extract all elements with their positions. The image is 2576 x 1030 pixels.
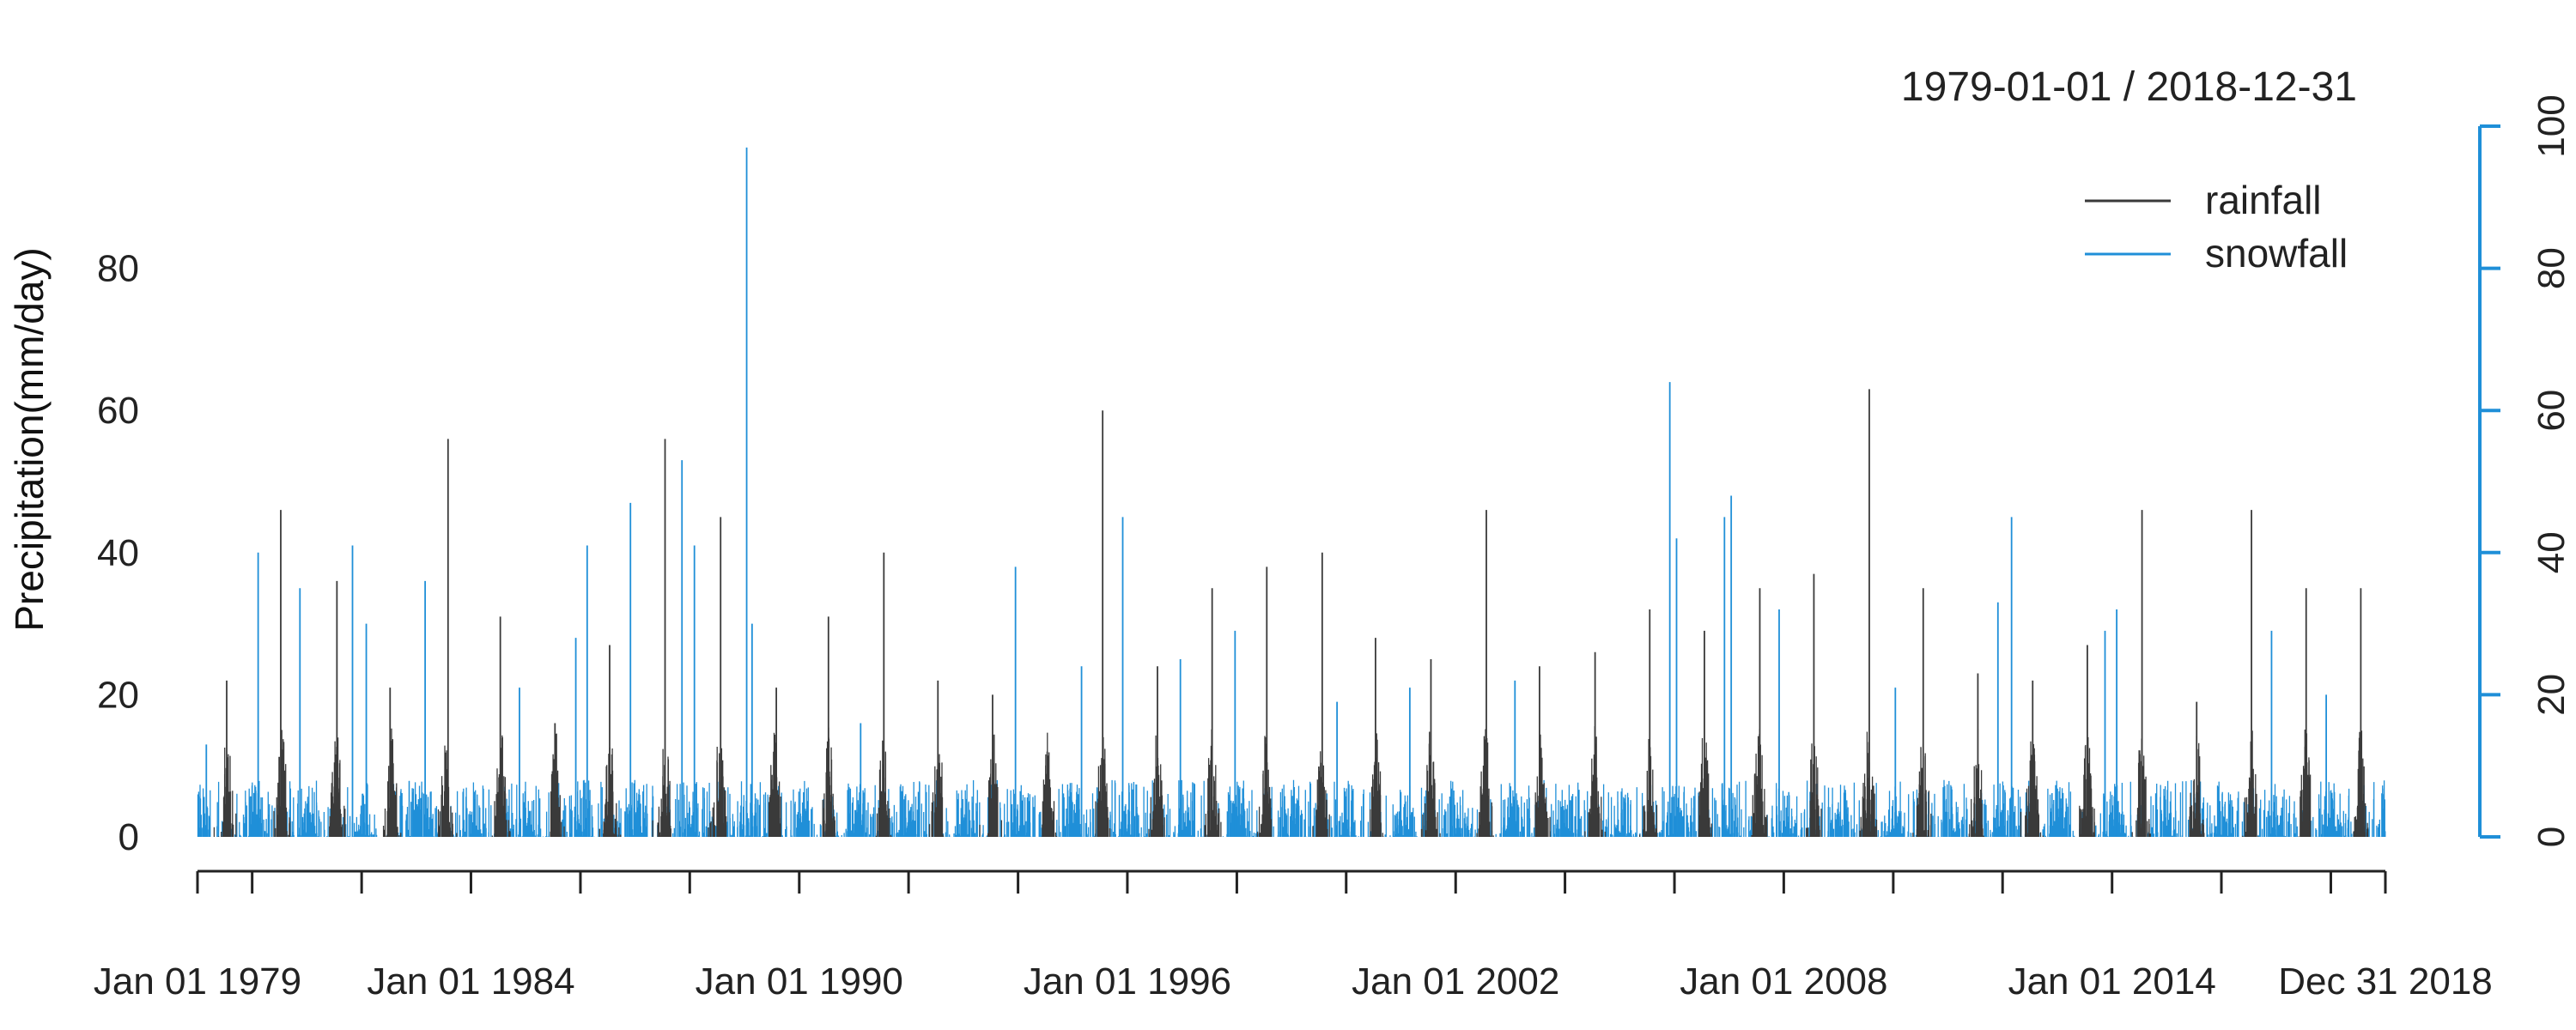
right-y-tick-label: 60 <box>2530 390 2573 432</box>
left-y-tick-label: 40 <box>97 532 139 574</box>
right-y-tick-label: 0 <box>2530 827 2573 847</box>
left-y-tick-label: 60 <box>97 390 139 432</box>
x-tick-label: Jan 01 2002 <box>1352 960 1559 1003</box>
legend-rainfall-label: rainfall <box>2205 178 2322 222</box>
x-tick-label: Jan 01 1979 <box>94 960 301 1003</box>
left-y-axis: 0 20 40 60 80 <box>97 248 139 858</box>
x-tick-label: Dec 31 2018 <box>2278 960 2493 1003</box>
right-y-tick-label: 20 <box>2530 674 2573 716</box>
right-y-axis: 0 20 40 60 80 100 <box>2478 94 2573 847</box>
left-y-tick-label: 80 <box>97 248 139 290</box>
snowfall-daily-bars <box>197 779 2386 837</box>
x-tick-label: Jan 01 1990 <box>696 960 903 1003</box>
legend-snowfall-label: snowfall <box>2205 231 2348 276</box>
right-y-tick-label: 80 <box>2530 247 2573 289</box>
series-rainfall <box>213 389 2369 837</box>
series-snowfall <box>197 147 2386 837</box>
right-y-tick-label: 40 <box>2530 531 2573 573</box>
chart-title: 1979-01-01 / 2018-12-31 <box>1901 64 2357 110</box>
left-y-tick-label: 20 <box>97 674 139 716</box>
x-tick-label: Jan 01 2014 <box>2008 960 2216 1003</box>
y-axis-title: Precipitation(mm/day) <box>7 247 52 631</box>
x-axis: Jan 01 1979 Jan 01 1984 Jan 01 1990 Jan 01 … <box>94 869 2493 1003</box>
legend: rainfall snowfall <box>2085 178 2348 276</box>
left-y-tick-label: 0 <box>118 816 139 858</box>
x-tick-label: Jan 01 1996 <box>1024 960 1231 1003</box>
x-tick-label: Jan 01 2008 <box>1680 960 1887 1003</box>
x-tick-label: Jan 01 1984 <box>367 960 574 1003</box>
right-y-tick-label: 100 <box>2530 94 2573 157</box>
